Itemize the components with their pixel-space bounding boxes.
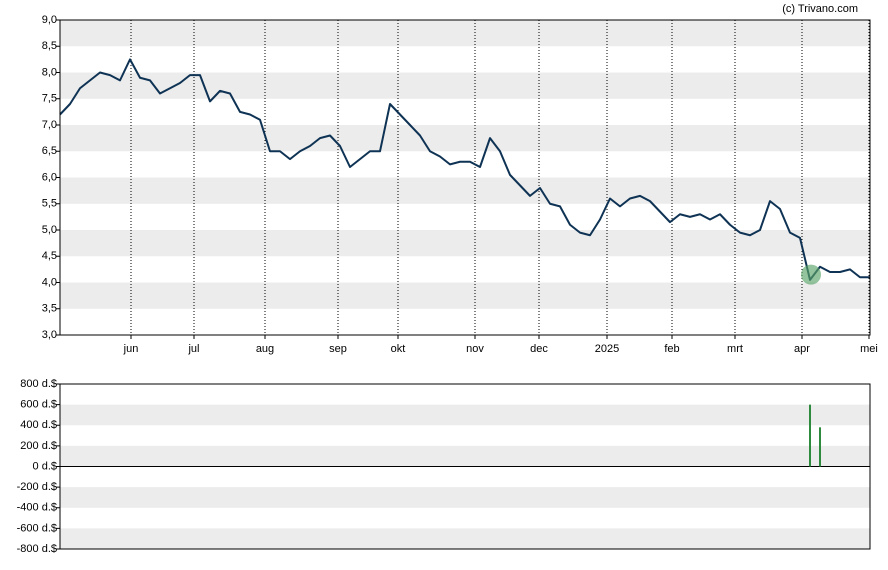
plot-frame <box>59 383 871 550</box>
price-line <box>59 58 870 281</box>
y-tick-label: 5,5 <box>42 198 57 210</box>
x-tick-label: jul <box>187 343 199 355</box>
y-tick-label: -800 d.$ <box>17 543 57 555</box>
grid-band <box>60 282 870 309</box>
y-tick-label: 6,0 <box>42 171 57 183</box>
x-tick-label: mei <box>860 343 878 355</box>
y-tick-label: -600 d.$ <box>17 522 57 534</box>
y-tick-label: 4,5 <box>42 250 57 262</box>
y-tick-label: 7,5 <box>42 93 57 105</box>
x-tick-label: jun <box>123 343 139 355</box>
y-tick-label: 0 d.$ <box>33 460 57 472</box>
y-tick-label: 200 d.$ <box>20 440 57 452</box>
x-tick-label: sep <box>329 343 347 355</box>
y-tick-label: -200 d.$ <box>17 481 57 493</box>
grid-band <box>60 72 870 99</box>
y-tick-label: 3,0 <box>42 329 57 341</box>
y-tick-label: 7,0 <box>42 119 57 131</box>
event-marker <box>801 264 821 285</box>
y-tick-label: 5,0 <box>42 224 57 236</box>
x-tick-label: mrt <box>727 343 743 355</box>
grid-band <box>60 528 870 549</box>
bar <box>819 427 821 467</box>
grid-band <box>60 125 870 152</box>
x-tick-label: nov <box>466 343 484 355</box>
y-tick-label: 3,5 <box>42 303 57 315</box>
grid-band <box>60 445 870 467</box>
grid-band <box>60 20 870 47</box>
plot-frame <box>59 19 871 336</box>
grid-band <box>60 487 870 508</box>
copyright: (c) Trivano.com <box>782 3 858 15</box>
grid-band <box>60 404 870 426</box>
x-tick-label: 2025 <box>595 343 619 355</box>
x-tick-label: apr <box>794 343 810 355</box>
x-tick-label: dec <box>530 343 548 355</box>
y-tick-label: 600 d.$ <box>20 399 57 411</box>
y-tick-label: 4,0 <box>42 276 57 288</box>
bar <box>809 404 811 467</box>
y-tick-label: 8,0 <box>42 66 57 78</box>
y-tick-label: 800 d.$ <box>20 378 57 390</box>
y-tick-label: 400 d.$ <box>20 419 57 431</box>
y-tick-label: 9,0 <box>42 14 57 26</box>
x-tick-label: okt <box>391 343 406 355</box>
y-tick-label: 8,5 <box>42 40 57 52</box>
y-tick-label: 6,5 <box>42 145 57 157</box>
grid-band <box>60 177 870 204</box>
x-tick-label: aug <box>256 343 274 355</box>
x-tick-label: feb <box>664 343 679 355</box>
y-tick-label: -400 d.$ <box>17 502 57 514</box>
